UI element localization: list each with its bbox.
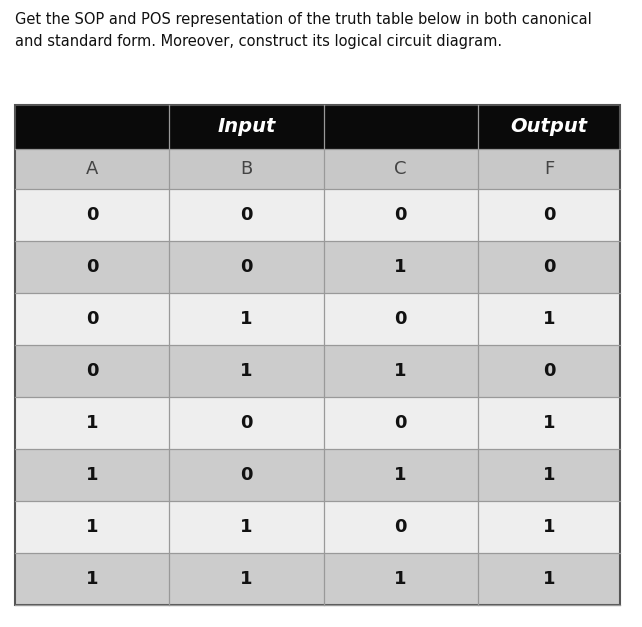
Bar <box>15 553 620 605</box>
Bar <box>15 449 620 501</box>
Text: 0: 0 <box>542 258 555 276</box>
Text: 1: 1 <box>240 570 253 588</box>
Text: 1: 1 <box>86 518 98 536</box>
Bar <box>15 105 620 149</box>
Text: 1: 1 <box>240 310 253 328</box>
Text: 0: 0 <box>86 258 98 276</box>
Bar <box>15 397 620 449</box>
Text: 1: 1 <box>542 518 555 536</box>
Text: 1: 1 <box>240 518 253 536</box>
Text: Output: Output <box>510 117 587 137</box>
Text: 0: 0 <box>240 466 253 484</box>
Text: 0: 0 <box>542 206 555 224</box>
Bar <box>15 105 620 605</box>
Text: 0: 0 <box>240 258 253 276</box>
Text: 1: 1 <box>86 414 98 432</box>
Bar <box>15 501 620 553</box>
Text: 0: 0 <box>86 362 98 380</box>
Text: 1: 1 <box>86 570 98 588</box>
Bar <box>15 241 620 293</box>
Text: Input: Input <box>217 117 275 137</box>
Bar <box>15 345 620 397</box>
Text: 1: 1 <box>394 570 407 588</box>
Text: 1: 1 <box>240 362 253 380</box>
Text: 1: 1 <box>394 362 407 380</box>
Text: 0: 0 <box>86 310 98 328</box>
Text: 0: 0 <box>394 518 407 536</box>
Text: 1: 1 <box>542 414 555 432</box>
Bar <box>15 149 620 189</box>
Text: 0: 0 <box>394 414 407 432</box>
Text: 1: 1 <box>542 310 555 328</box>
Text: F: F <box>544 160 554 178</box>
Text: 0: 0 <box>240 206 253 224</box>
Text: C: C <box>394 160 407 178</box>
Bar <box>15 293 620 345</box>
Text: 1: 1 <box>542 466 555 484</box>
Text: A: A <box>86 160 98 178</box>
Text: 0: 0 <box>86 206 98 224</box>
Text: 0: 0 <box>394 206 407 224</box>
Text: 0: 0 <box>394 310 407 328</box>
Text: 1: 1 <box>542 570 555 588</box>
Text: 1: 1 <box>394 466 407 484</box>
Text: 0: 0 <box>240 414 253 432</box>
Text: 0: 0 <box>542 362 555 380</box>
Text: 1: 1 <box>394 258 407 276</box>
Text: Get the SOP and POS representation of the truth table below in both canonical
an: Get the SOP and POS representation of th… <box>15 12 592 49</box>
Text: 1: 1 <box>86 466 98 484</box>
Text: B: B <box>240 160 252 178</box>
Bar <box>15 189 620 241</box>
